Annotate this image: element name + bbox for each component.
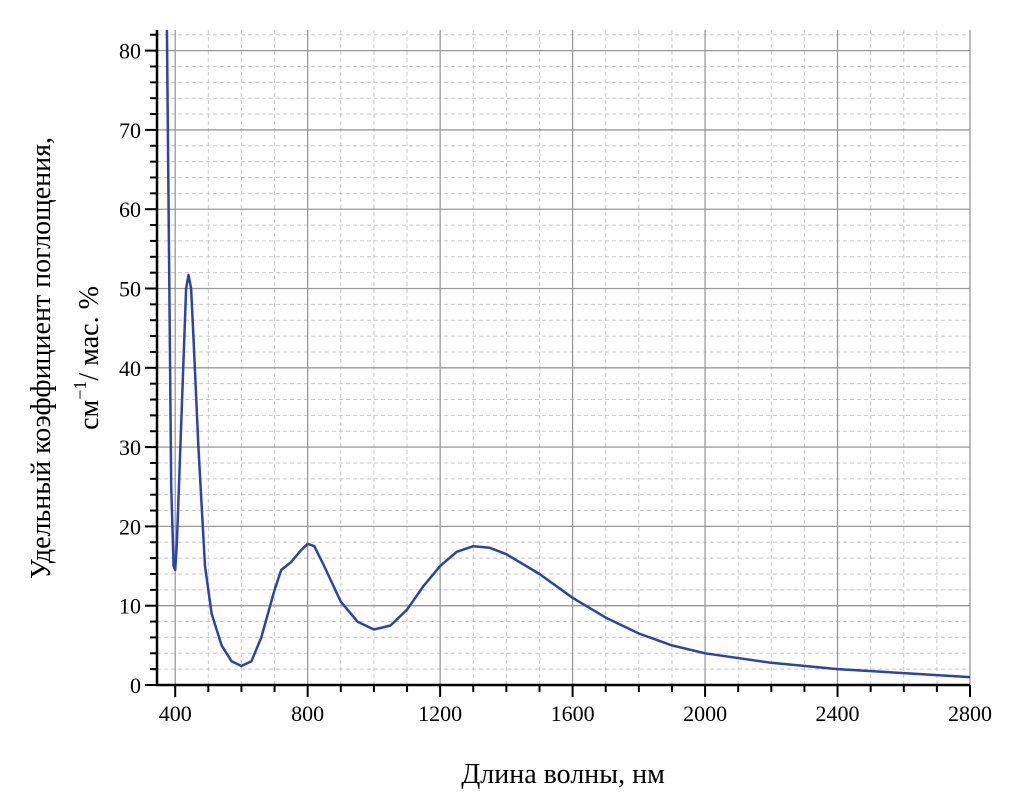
x-tick-label: 800	[291, 701, 324, 726]
grid	[157, 30, 971, 685]
y-unit-sup: −1	[70, 381, 90, 400]
x-tick-label: 1600	[551, 701, 595, 726]
x-tick-label: 2800	[948, 701, 992, 726]
y-tick-label: 70	[119, 118, 141, 143]
y-tick-label: 30	[119, 435, 141, 460]
series	[165, 30, 970, 679]
y-axis-label: Удельный коэффициент поглощения, см−1/ м…	[26, 137, 105, 579]
x-tick-label: 400	[159, 701, 192, 726]
y-tick-label: 10	[119, 594, 141, 619]
axes	[155, 30, 970, 687]
x-tick-label: 2400	[816, 701, 860, 726]
x-axis-label: Длина волны, нм	[461, 759, 665, 790]
y-unit-rest: / мас. %	[74, 286, 105, 381]
y-tick-label: 60	[119, 197, 141, 222]
x-tick-label: 2000	[683, 701, 727, 726]
y-tick-label: 20	[119, 514, 141, 539]
y-tick-label: 80	[119, 39, 141, 64]
y-tick-label: 40	[119, 356, 141, 381]
x-tick-label: 1200	[418, 701, 462, 726]
y-tick-label: 0	[130, 673, 141, 698]
y-axis-label-line2: см−1/ мас. %	[70, 286, 105, 430]
y-tick-label: 50	[119, 277, 141, 302]
ticks: 400 800 1200 1600 2000 2400 2800 0 10 20 30 40 50 60 7…	[119, 33, 992, 726]
y-unit-base: см	[74, 399, 105, 429]
y-axis-label-line1: Удельный коэффициент поглощения,	[26, 137, 57, 579]
series-line	[165, 30, 970, 679]
